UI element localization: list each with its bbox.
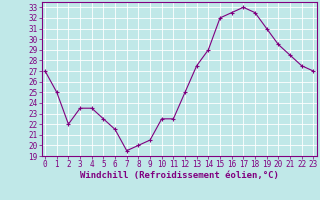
X-axis label: Windchill (Refroidissement éolien,°C): Windchill (Refroidissement éolien,°C) bbox=[80, 171, 279, 180]
